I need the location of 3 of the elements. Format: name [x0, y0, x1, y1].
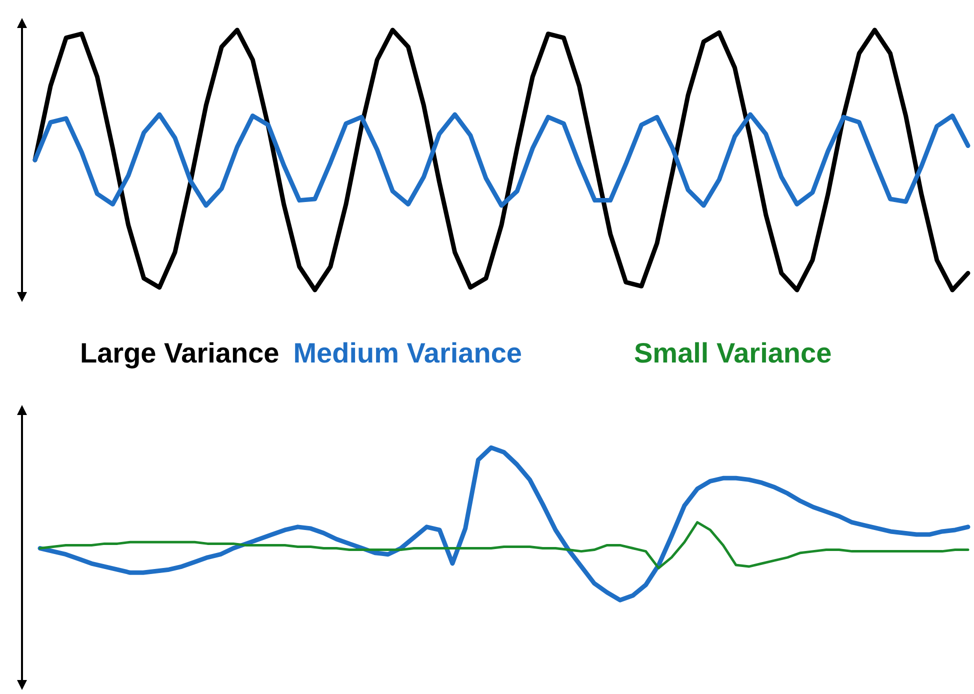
text: Small Variance	[634, 338, 832, 368]
text: Medium Variance	[293, 338, 522, 368]
text: Large Variance	[80, 338, 280, 368]
